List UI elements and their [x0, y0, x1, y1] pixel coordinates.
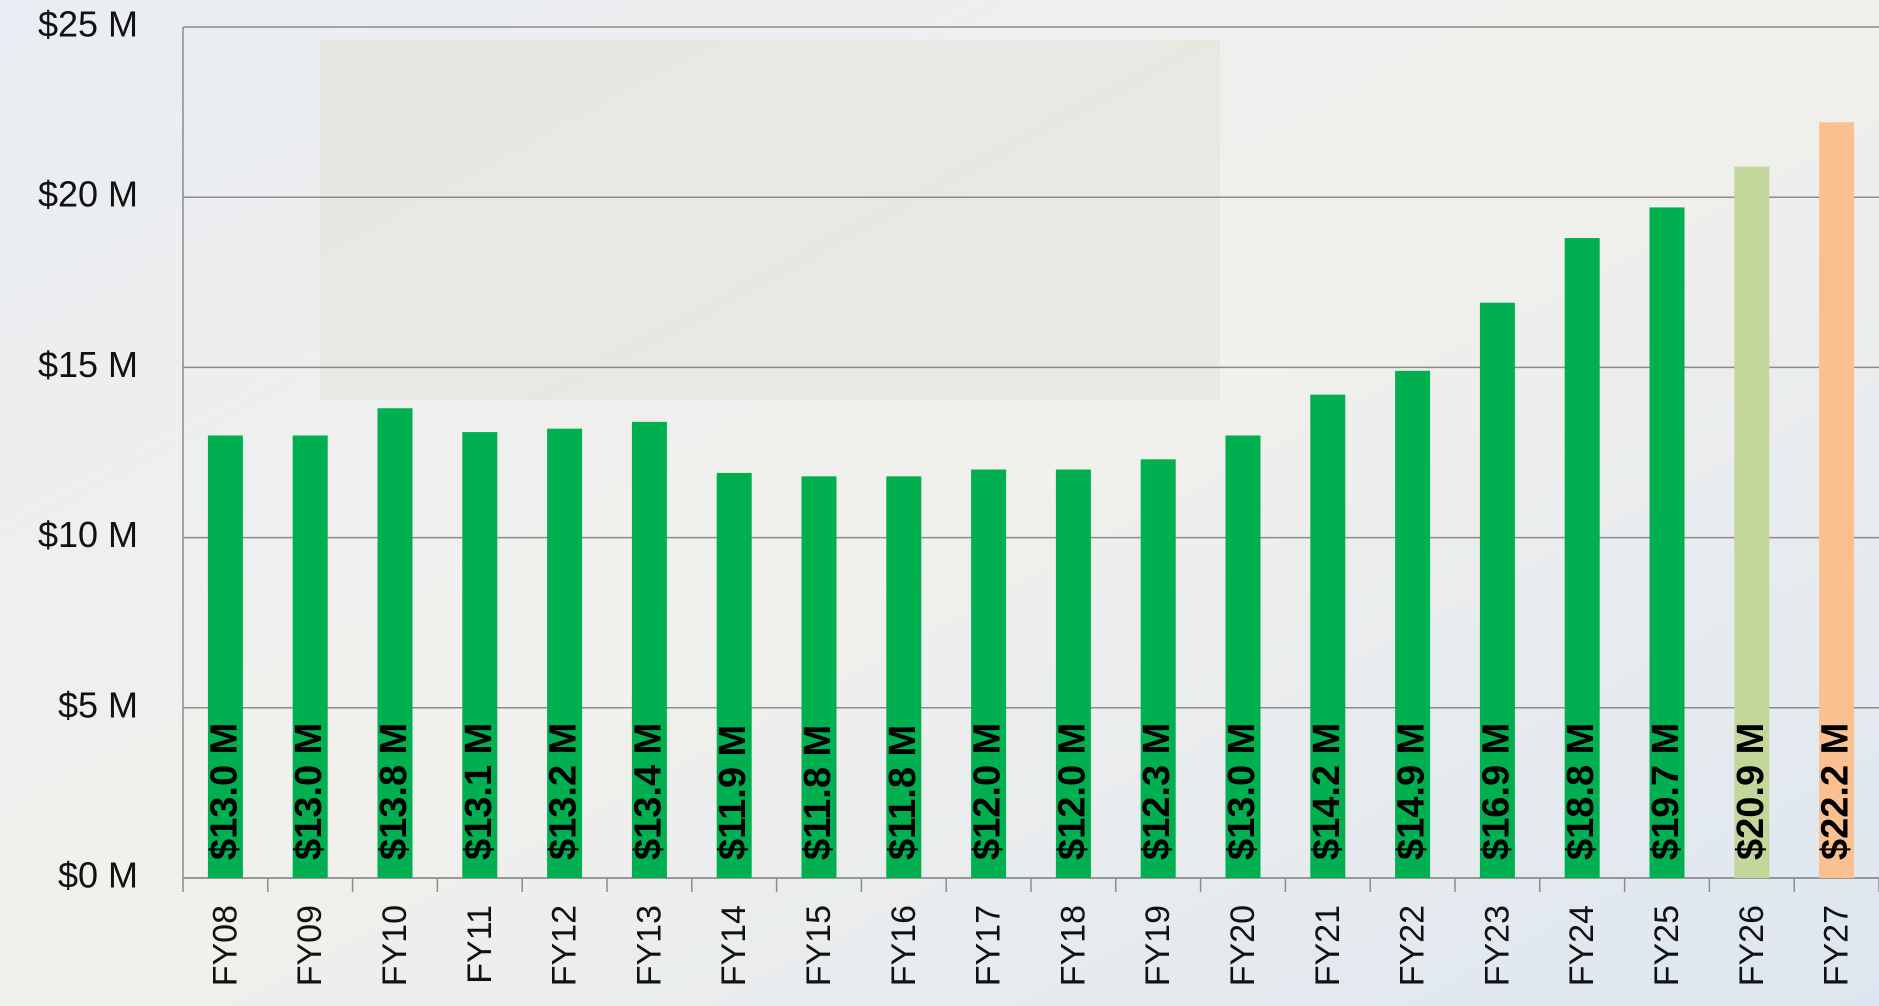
data-label: $13.0 M: [288, 723, 330, 860]
data-label: $13.1 M: [458, 723, 500, 860]
bar: [631, 421, 667, 878]
bar: [1225, 435, 1261, 878]
x-tick-label: FY18: [1054, 905, 1092, 986]
x-tick-label: FY12: [546, 905, 584, 986]
x-tick-label: FY23: [1478, 905, 1516, 986]
x-tick-label: FY19: [1139, 905, 1177, 986]
data-label: $11.9 M: [712, 725, 754, 860]
y-tick-label: $20 M: [38, 174, 138, 215]
x-tick-label: FY16: [885, 905, 923, 986]
x-tick-label: FY08: [206, 905, 244, 986]
data-label: $13.0 M: [1221, 723, 1263, 860]
bar: [462, 432, 498, 878]
bar: [1395, 370, 1431, 878]
x-tick-label: FY20: [1224, 905, 1262, 986]
data-label: $13.4 M: [627, 723, 669, 860]
x-tick-label: FY14: [715, 905, 753, 986]
y-tick-label: $0 M: [58, 855, 138, 896]
x-tick-label: FY22: [1394, 905, 1432, 986]
data-label: $14.9 M: [1391, 723, 1433, 860]
data-label: $19.7 M: [1645, 723, 1687, 860]
data-label: $18.8 M: [1560, 723, 1602, 860]
bar: [1564, 238, 1600, 879]
y-tick-label: $25 M: [38, 4, 138, 45]
bar: [1310, 394, 1346, 878]
x-tick-label: FY27: [1818, 905, 1856, 986]
bar: [971, 469, 1007, 878]
bar: [801, 476, 837, 878]
x-tick-label: FY09: [291, 905, 329, 986]
x-tick-label: FY10: [376, 905, 414, 986]
bar: [1140, 459, 1176, 878]
x-tick-label: FY17: [970, 905, 1008, 986]
data-label: $20.9 M: [1730, 723, 1772, 860]
bar: [1479, 302, 1515, 878]
bar: [1819, 122, 1855, 878]
x-tick-label: FY11: [461, 905, 499, 984]
data-label: $12.3 M: [1136, 723, 1178, 860]
bar: [1649, 207, 1685, 879]
bar: [886, 476, 922, 878]
bar: [547, 428, 583, 878]
x-tick-label: FY15: [800, 905, 838, 986]
data-label: $11.8 M: [797, 725, 839, 860]
data-label: $11.8 M: [882, 725, 924, 860]
x-tick-label: FY25: [1648, 905, 1686, 986]
data-label: $13.8 M: [373, 723, 415, 860]
x-tick-label: FY13: [630, 905, 668, 986]
y-tick-label: $10 M: [38, 514, 138, 555]
x-tick-label: FY24: [1563, 905, 1601, 986]
x-tick-label: FY26: [1733, 905, 1771, 986]
data-label: $12.0 M: [967, 723, 1009, 860]
bar: [716, 472, 752, 878]
bar: [292, 435, 328, 878]
bar: [207, 435, 243, 878]
data-label: $13.2 M: [543, 723, 585, 860]
data-label: $22.2 M: [1815, 723, 1857, 860]
data-label: $12.0 M: [1051, 723, 1093, 860]
y-tick-label: $5 M: [58, 684, 138, 725]
bar: [1055, 469, 1091, 878]
bar: [1734, 166, 1770, 879]
data-label: $16.9 M: [1475, 723, 1517, 860]
y-tick-label: $15 M: [38, 344, 138, 385]
data-label: $13.0 M: [203, 723, 245, 860]
x-tick-label: FY21: [1309, 905, 1347, 986]
background-photo: [320, 40, 1220, 400]
data-label: $14.2 M: [1306, 723, 1348, 860]
bar: [377, 408, 413, 878]
